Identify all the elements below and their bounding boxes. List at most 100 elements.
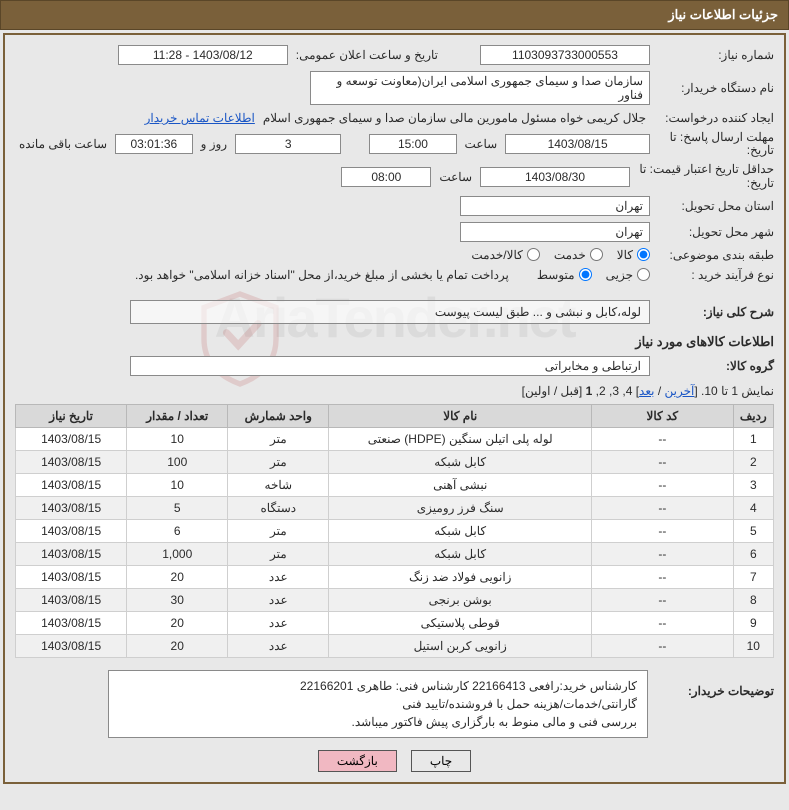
cell-qty: 10 [127,427,228,450]
goods-section-head: اطلاعات کالاهای مورد نیاز [15,334,774,350]
remarks-line-1: کارشناس خرید:رافعی 22166413 کارشناس فنی:… [119,677,637,695]
remarks-line-2: گارانتی/خدمات/هزینه حمل با فروشنده/تایید… [119,695,637,713]
city-value: تهران [460,222,650,242]
buyer-org-value: سازمان صدا و سیمای جمهوری اسلامی ایران(م… [310,71,650,105]
cell-qty: 10 [127,473,228,496]
group-value: ارتباطی و مخابراتی [130,356,650,376]
cell-unit: متر [228,427,329,450]
timer-value: 03:01:36 [115,134,192,154]
cell-n: 6 [733,542,773,565]
cell-n: 1 [733,427,773,450]
cell-qty: 20 [127,565,228,588]
process-radio-group: جزیی متوسط [537,268,650,282]
cell-date: 1403/08/15 [16,473,127,496]
cell-name: قوطی پلاستیکی [329,611,592,634]
cell-code: -- [592,634,733,657]
pager-last-link[interactable]: آخرین [665,384,695,398]
announce-label: تاریخ و ساعت اعلان عمومی: [292,48,442,62]
cell-unit: عدد [228,634,329,657]
cell-name: بوشن برنجی [329,588,592,611]
remarks-label: توضیحات خریدار: [654,670,774,698]
button-row: چاپ بازگشت [15,750,774,772]
announce-value: 1403/08/12 - 11:28 [118,45,288,65]
row-buyer-org: نام دستگاه خریدار: سازمان صدا و سیمای جم… [15,71,774,105]
requester-value: جلال کریمی خواه مسئول مامورین مالی سازما… [259,111,650,125]
th-date: تاریخ نیاز [16,404,127,427]
remarks-box: کارشناس خرید:رافعی 22166413 کارشناس فنی:… [108,670,648,738]
class-radio-goods[interactable]: کالا [617,248,650,262]
remain-label: ساعت باقی مانده [15,137,111,151]
table-row: 9--قوطی پلاستیکیعدد201403/08/15 [16,611,774,634]
cell-code: -- [592,542,733,565]
cell-code: -- [592,519,733,542]
page-title: جزئیات اطلاعات نیاز [0,0,789,30]
class-radio-both[interactable]: کالا/خدمت [471,248,539,262]
province-label: استان محل تحویل: [654,199,774,213]
hour-label-1: ساعت [461,137,502,151]
class-label: طبقه بندی موضوعی: [654,248,774,262]
validity-date: 1403/08/30 [480,167,630,187]
row-requester: ایجاد کننده درخواست: جلال کریمی خواه مسئ… [15,111,774,125]
cell-name: کابل شبکه [329,542,592,565]
row-deadline: مهلت ارسال پاسخ: تاتاریخ: 1403/08/15 ساع… [15,131,774,157]
table-row: 8--بوشن برنجیعدد301403/08/15 [16,588,774,611]
cell-name: کابل شبکه [329,450,592,473]
th-row: ردیف [733,404,773,427]
cell-code: -- [592,450,733,473]
cell-name: زانویی کربن استیل [329,634,592,657]
cell-n: 7 [733,565,773,588]
cell-date: 1403/08/15 [16,519,127,542]
table-row: 6--کابل شبکهمتر1,0001403/08/15 [16,542,774,565]
cell-name: نبشی آهنی [329,473,592,496]
hour-label-2: ساعت [435,170,476,184]
cell-qty: 5 [127,496,228,519]
row-process: نوع فرآیند خرید : جزیی متوسط پرداخت تمام… [15,268,774,282]
main-frame: AriaTender.net شماره نیاز: 1103093733000… [3,33,786,784]
row-city: شهر محل تحویل: تهران [15,222,774,242]
cell-code: -- [592,473,733,496]
back-button[interactable]: بازگشت [318,750,397,772]
cell-qty: 1,000 [127,542,228,565]
cell-unit: دستگاه [228,496,329,519]
cell-date: 1403/08/15 [16,496,127,519]
class-radio-service[interactable]: خدمت [554,248,603,262]
pager-prefix: نمایش 1 تا 10. [ [694,384,774,398]
cell-unit: عدد [228,565,329,588]
cell-unit: عدد [228,588,329,611]
cell-qty: 20 [127,634,228,657]
validity-label: حداقل تاریخ اعتبار قیمت: تاتاریخ: [634,163,774,189]
process-radio-medium[interactable]: متوسط [537,268,592,282]
pager-next-link[interactable]: بعد [639,384,654,398]
row-need-no: شماره نیاز: 1103093733000553 تاریخ و ساع… [15,45,774,65]
cell-qty: 6 [127,519,228,542]
validity-time: 08:00 [341,167,431,187]
cell-n: 2 [733,450,773,473]
table-row: 10--زانویی کربن استیلعدد201403/08/15 [16,634,774,657]
th-qty: تعداد / مقدار [127,404,228,427]
cell-date: 1403/08/15 [16,588,127,611]
cell-qty: 20 [127,611,228,634]
day-word: روز و [197,137,232,151]
cell-code: -- [592,588,733,611]
cell-code: -- [592,496,733,519]
cell-n: 10 [733,634,773,657]
group-label: گروه کالا: [654,359,774,373]
requester-label: ایجاد کننده درخواست: [654,111,774,125]
overall-label: شرح کلی نیاز: [654,305,774,319]
cell-name: کابل شبکه [329,519,592,542]
row-overall: شرح کلی نیاز: لوله،کابل و نبشی و ... طبق… [15,300,774,324]
process-radio-minor[interactable]: جزیی [606,268,650,282]
cell-date: 1403/08/15 [16,542,127,565]
cell-name: لوله پلی اتیلن سنگین (HDPE) صنعتی [329,427,592,450]
print-button[interactable]: چاپ [411,750,471,772]
table-row: 3--نبشی آهنیشاخه101403/08/15 [16,473,774,496]
cell-unit: متر [228,542,329,565]
buyer-contact-link[interactable]: اطلاعات تماس خریدار [145,111,255,125]
overall-desc: لوله،کابل و نبشی و ... طبق لیست پیوست [130,300,650,324]
cell-unit: شاخه [228,473,329,496]
cell-n: 3 [733,473,773,496]
cell-n: 8 [733,588,773,611]
th-unit: واحد شمارش [228,404,329,427]
cell-name: سنگ فرز رومیزی [329,496,592,519]
city-label: شهر محل تحویل: [654,225,774,239]
